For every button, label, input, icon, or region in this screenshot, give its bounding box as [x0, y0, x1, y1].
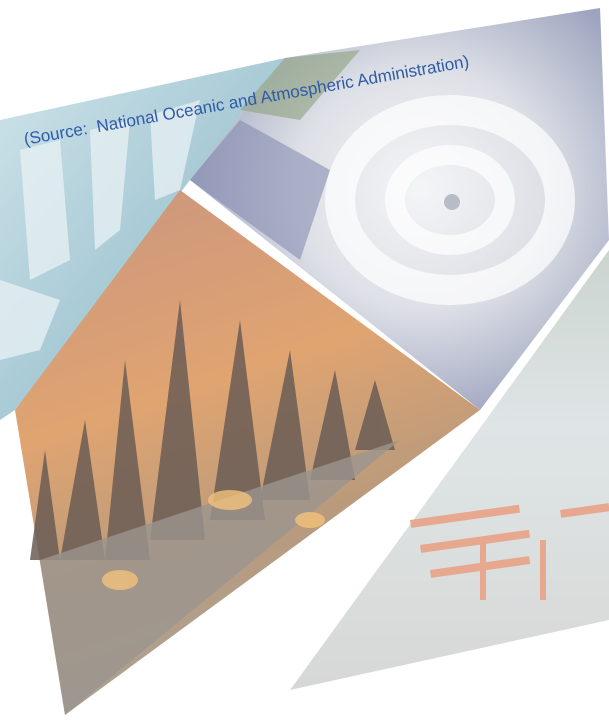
ocean [190, 120, 330, 260]
land [240, 50, 360, 120]
storm-swirl [325, 95, 575, 305]
fire-ground [40, 440, 400, 715]
flames [102, 490, 325, 590]
glacier-panel [0, 58, 285, 420]
storm-eye [444, 194, 460, 210]
trees [30, 300, 395, 560]
glacier-ice [0, 100, 200, 360]
flood-panel [290, 250, 609, 690]
barricades [410, 503, 609, 600]
